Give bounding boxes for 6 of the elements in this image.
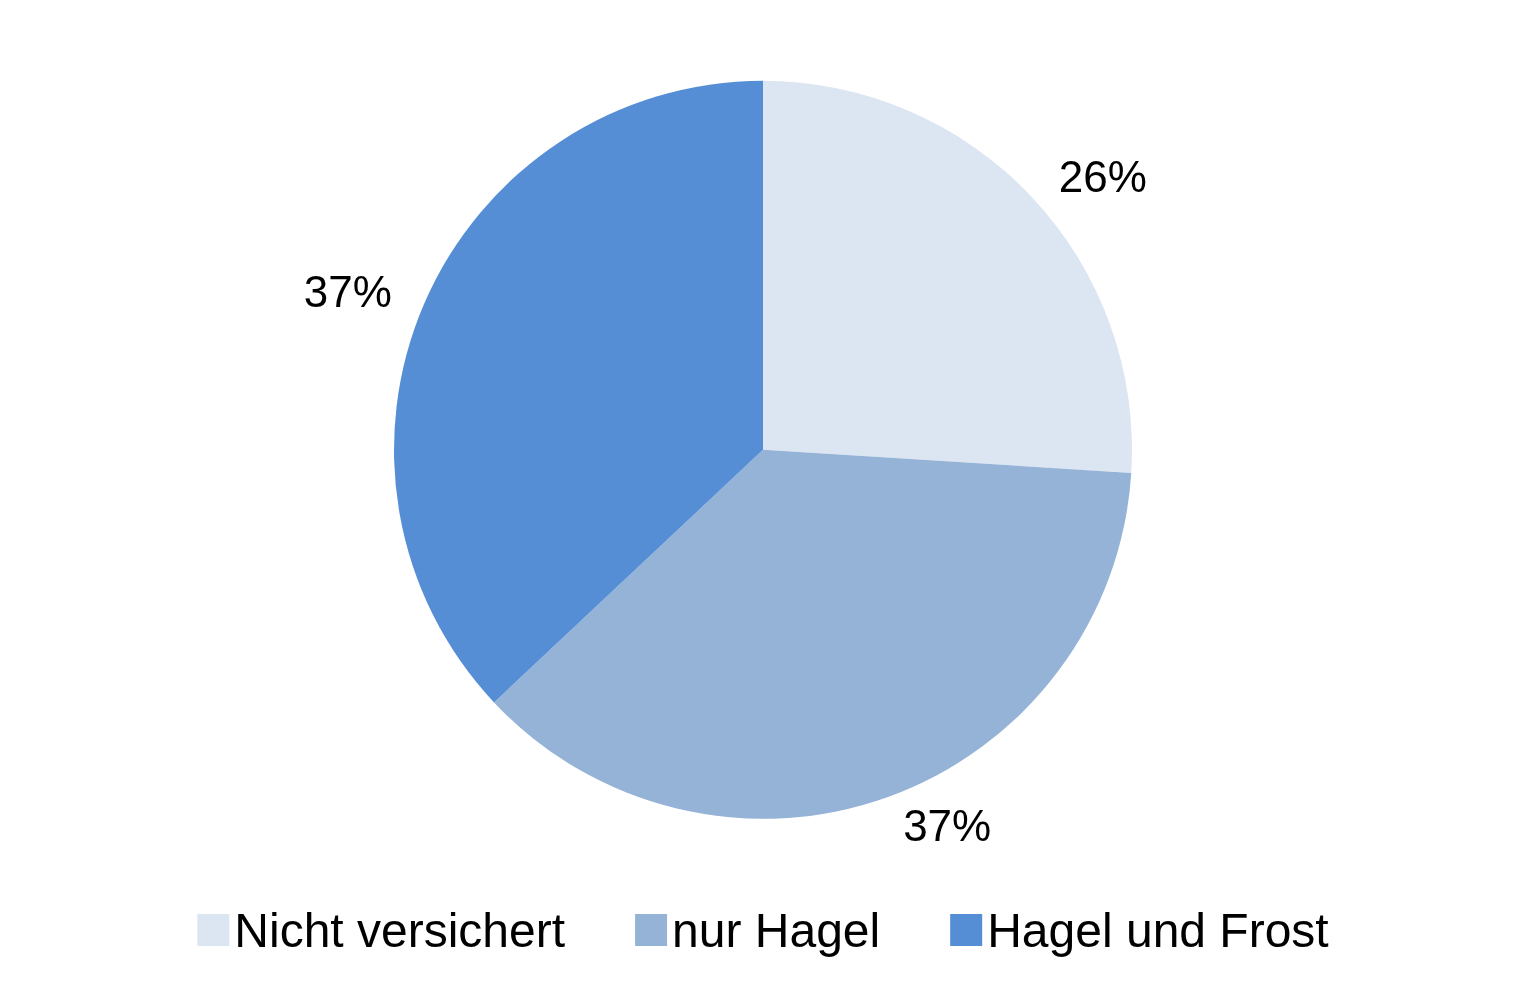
data-label: 37% — [303, 266, 392, 316]
legend-label: Hagel und Frost — [987, 903, 1329, 957]
data-label: 26% — [1058, 152, 1147, 202]
data-label: 37% — [903, 800, 992, 850]
legend-label: Nicht versichert — [234, 903, 566, 957]
legend-label: nur Hagel — [672, 903, 881, 957]
